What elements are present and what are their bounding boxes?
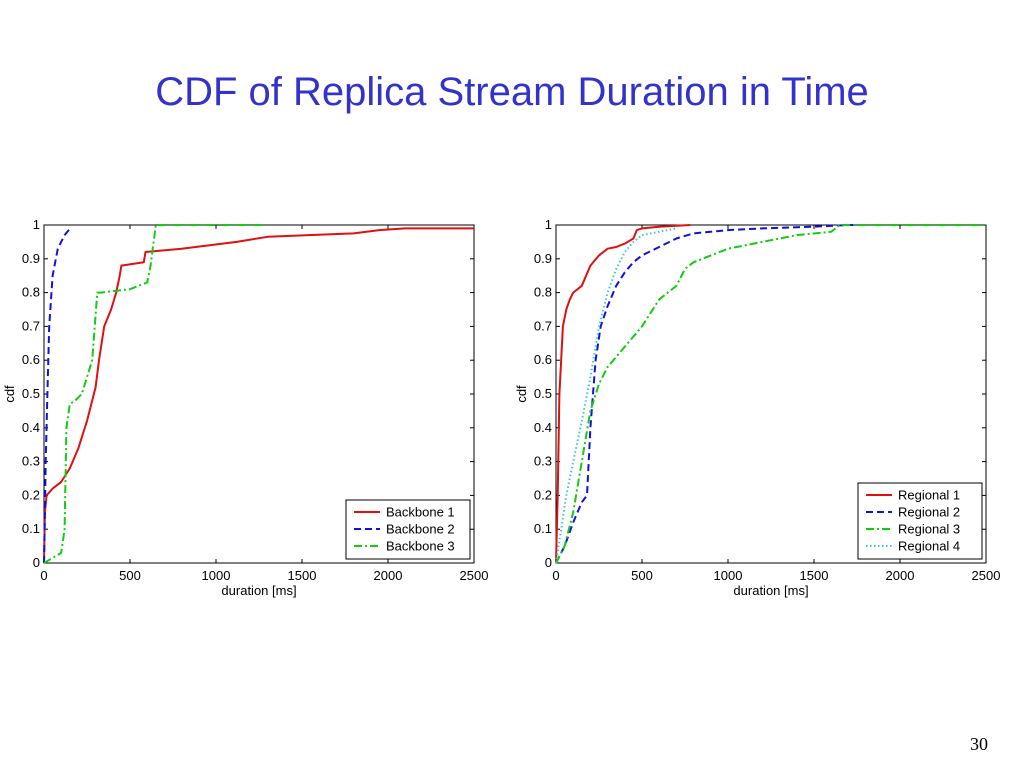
x-tick-label: 2500 <box>972 568 1001 583</box>
series-line-regional-4 <box>555 227 677 564</box>
y-tick-label: 0.8 <box>534 285 552 300</box>
x-tick-label: 2000 <box>886 568 915 583</box>
y-axis-label: cdf <box>2 385 17 403</box>
x-tick-label: 2000 <box>374 568 403 583</box>
series-line-regional-1 <box>555 224 691 564</box>
y-tick-label: 0.7 <box>22 318 40 333</box>
legend-label: Regional 2 <box>898 505 960 520</box>
y-tick-label: 0.6 <box>534 352 552 367</box>
cdf-chart-backbone: 0 500 1000 1500 2000 2500 0 0.1 0.2 0.3 0.4 0.5 0.6 0… <box>2 217 489 598</box>
y-tick-label: 0 <box>33 555 40 570</box>
legend: Backbone 1 Backbone 2 Backbone 3 <box>345 499 471 560</box>
y-tick-label: 0.2 <box>534 487 552 502</box>
series-line-backbone-2 <box>43 226 73 564</box>
series-line-regional-2 <box>555 224 863 564</box>
legend-label: Regional 4 <box>898 539 960 554</box>
y-tick-label: 0.4 <box>22 420 40 435</box>
y-axis-label: cdf <box>514 385 529 403</box>
y-tick-label: 0.1 <box>22 521 40 536</box>
x-tick-label: 500 <box>631 568 653 583</box>
x-tick-label: 0 <box>552 568 559 583</box>
x-axis-label: duration [ms] <box>733 583 808 598</box>
y-tick-label: 0.3 <box>22 454 40 469</box>
y-tick-label: 0.5 <box>534 386 552 401</box>
series-line-regional-3 <box>555 224 986 564</box>
y-tick-label: 0.7 <box>534 318 552 333</box>
y-tick-label: 0.5 <box>22 386 40 401</box>
series-line-backbone-1 <box>43 227 474 564</box>
series-line-backbone-3 <box>43 224 265 564</box>
x-tick-label: 1000 <box>202 568 231 583</box>
legend-label: Backbone 3 <box>386 539 455 554</box>
y-tick-label: 0.9 <box>22 251 40 266</box>
y-tick-label: 0.3 <box>534 454 552 469</box>
legend-label: Regional 3 <box>898 522 960 537</box>
y-tick-label: 0.2 <box>22 487 40 502</box>
legend: Regional 1 Regional 2 Regional 3 Regional 4 <box>857 482 983 560</box>
x-tick-label: 500 <box>119 568 141 583</box>
x-tick-label: 1500 <box>800 568 829 583</box>
legend-label: Backbone 1 <box>386 505 455 520</box>
y-tick-label: 0.9 <box>534 251 552 266</box>
x-axis-label: duration [ms] <box>221 583 296 598</box>
legend-label: Regional 1 <box>898 488 960 503</box>
y-tick-label: 0.4 <box>534 420 552 435</box>
y-tick-label: 0 <box>545 555 552 570</box>
y-tick-label: 0.6 <box>22 352 40 367</box>
y-tick-label: 0.8 <box>22 285 40 300</box>
cdf-chart-regional: 0 500 1000 1500 2000 2500 0 0.1 0.2 0.3 0.4 0.5 0.6 0… <box>514 217 1001 598</box>
x-tick-label: 1500 <box>288 568 317 583</box>
x-tick-label: 2500 <box>460 568 489 583</box>
x-tick-label: 1000 <box>714 568 743 583</box>
y-tick-label: 0.1 <box>534 521 552 536</box>
slide-title: CDF of Replica Stream Duration in Time <box>155 70 869 114</box>
legend-label: Backbone 2 <box>386 522 455 537</box>
y-tick-label: 1 <box>545 217 552 232</box>
x-tick-label: 0 <box>40 568 47 583</box>
y-tick-label: 1 <box>33 217 40 232</box>
page-number: 30 <box>970 734 988 754</box>
